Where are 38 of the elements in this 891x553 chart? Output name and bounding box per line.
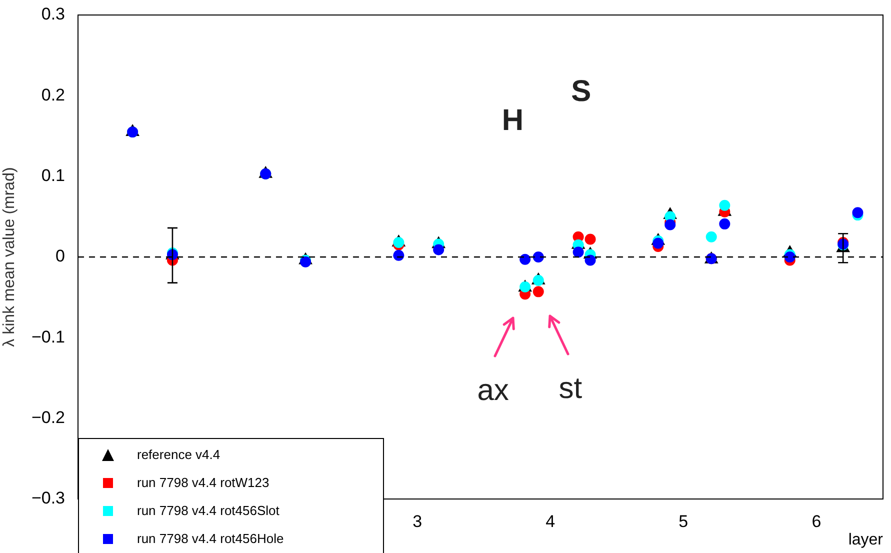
point [584,254,596,266]
legend-label: run 7798 v4.4 rot456Hole [137,531,284,546]
x-axis-title: layer [848,531,884,548]
x-tick-label: 3 [412,512,422,531]
point [393,236,404,248]
point [719,200,730,211]
legend-label: reference v4.4 [137,447,220,462]
point [664,219,676,230]
x-tick-label: 6 [812,512,822,531]
point [706,231,717,242]
point [572,246,584,258]
annotation: st [558,372,582,406]
y-tick-label: 0.3 [41,4,65,24]
point [784,252,796,262]
point [532,286,544,298]
point [532,252,544,262]
x-tick-label: 5 [678,512,688,531]
point [652,238,664,249]
y-tick-label: 0 [56,246,65,266]
y-tick-label: −0.2 [31,408,65,428]
point [532,274,544,286]
point [433,244,444,256]
y-tick-label: 0.2 [41,85,65,104]
point [719,218,730,230]
point [584,234,596,245]
y-axis-title: λ kink mean value (mrad) [1,167,18,347]
annotation: H [502,104,524,138]
y-tick-label: −0.1 [31,327,65,346]
x-tick-label: 4 [546,512,556,531]
annotation: ax [477,374,509,408]
point [520,254,531,265]
y-tick-label: −0.3 [31,488,65,508]
y-tick-label: 0.1 [41,166,65,186]
annotation: S [571,75,592,110]
legend-label: run 7798 v4.4 rotW123 [137,475,270,490]
legend-label: run 7798 v4.4 rot456Slot [137,503,280,518]
point [393,250,404,261]
point [852,207,864,218]
